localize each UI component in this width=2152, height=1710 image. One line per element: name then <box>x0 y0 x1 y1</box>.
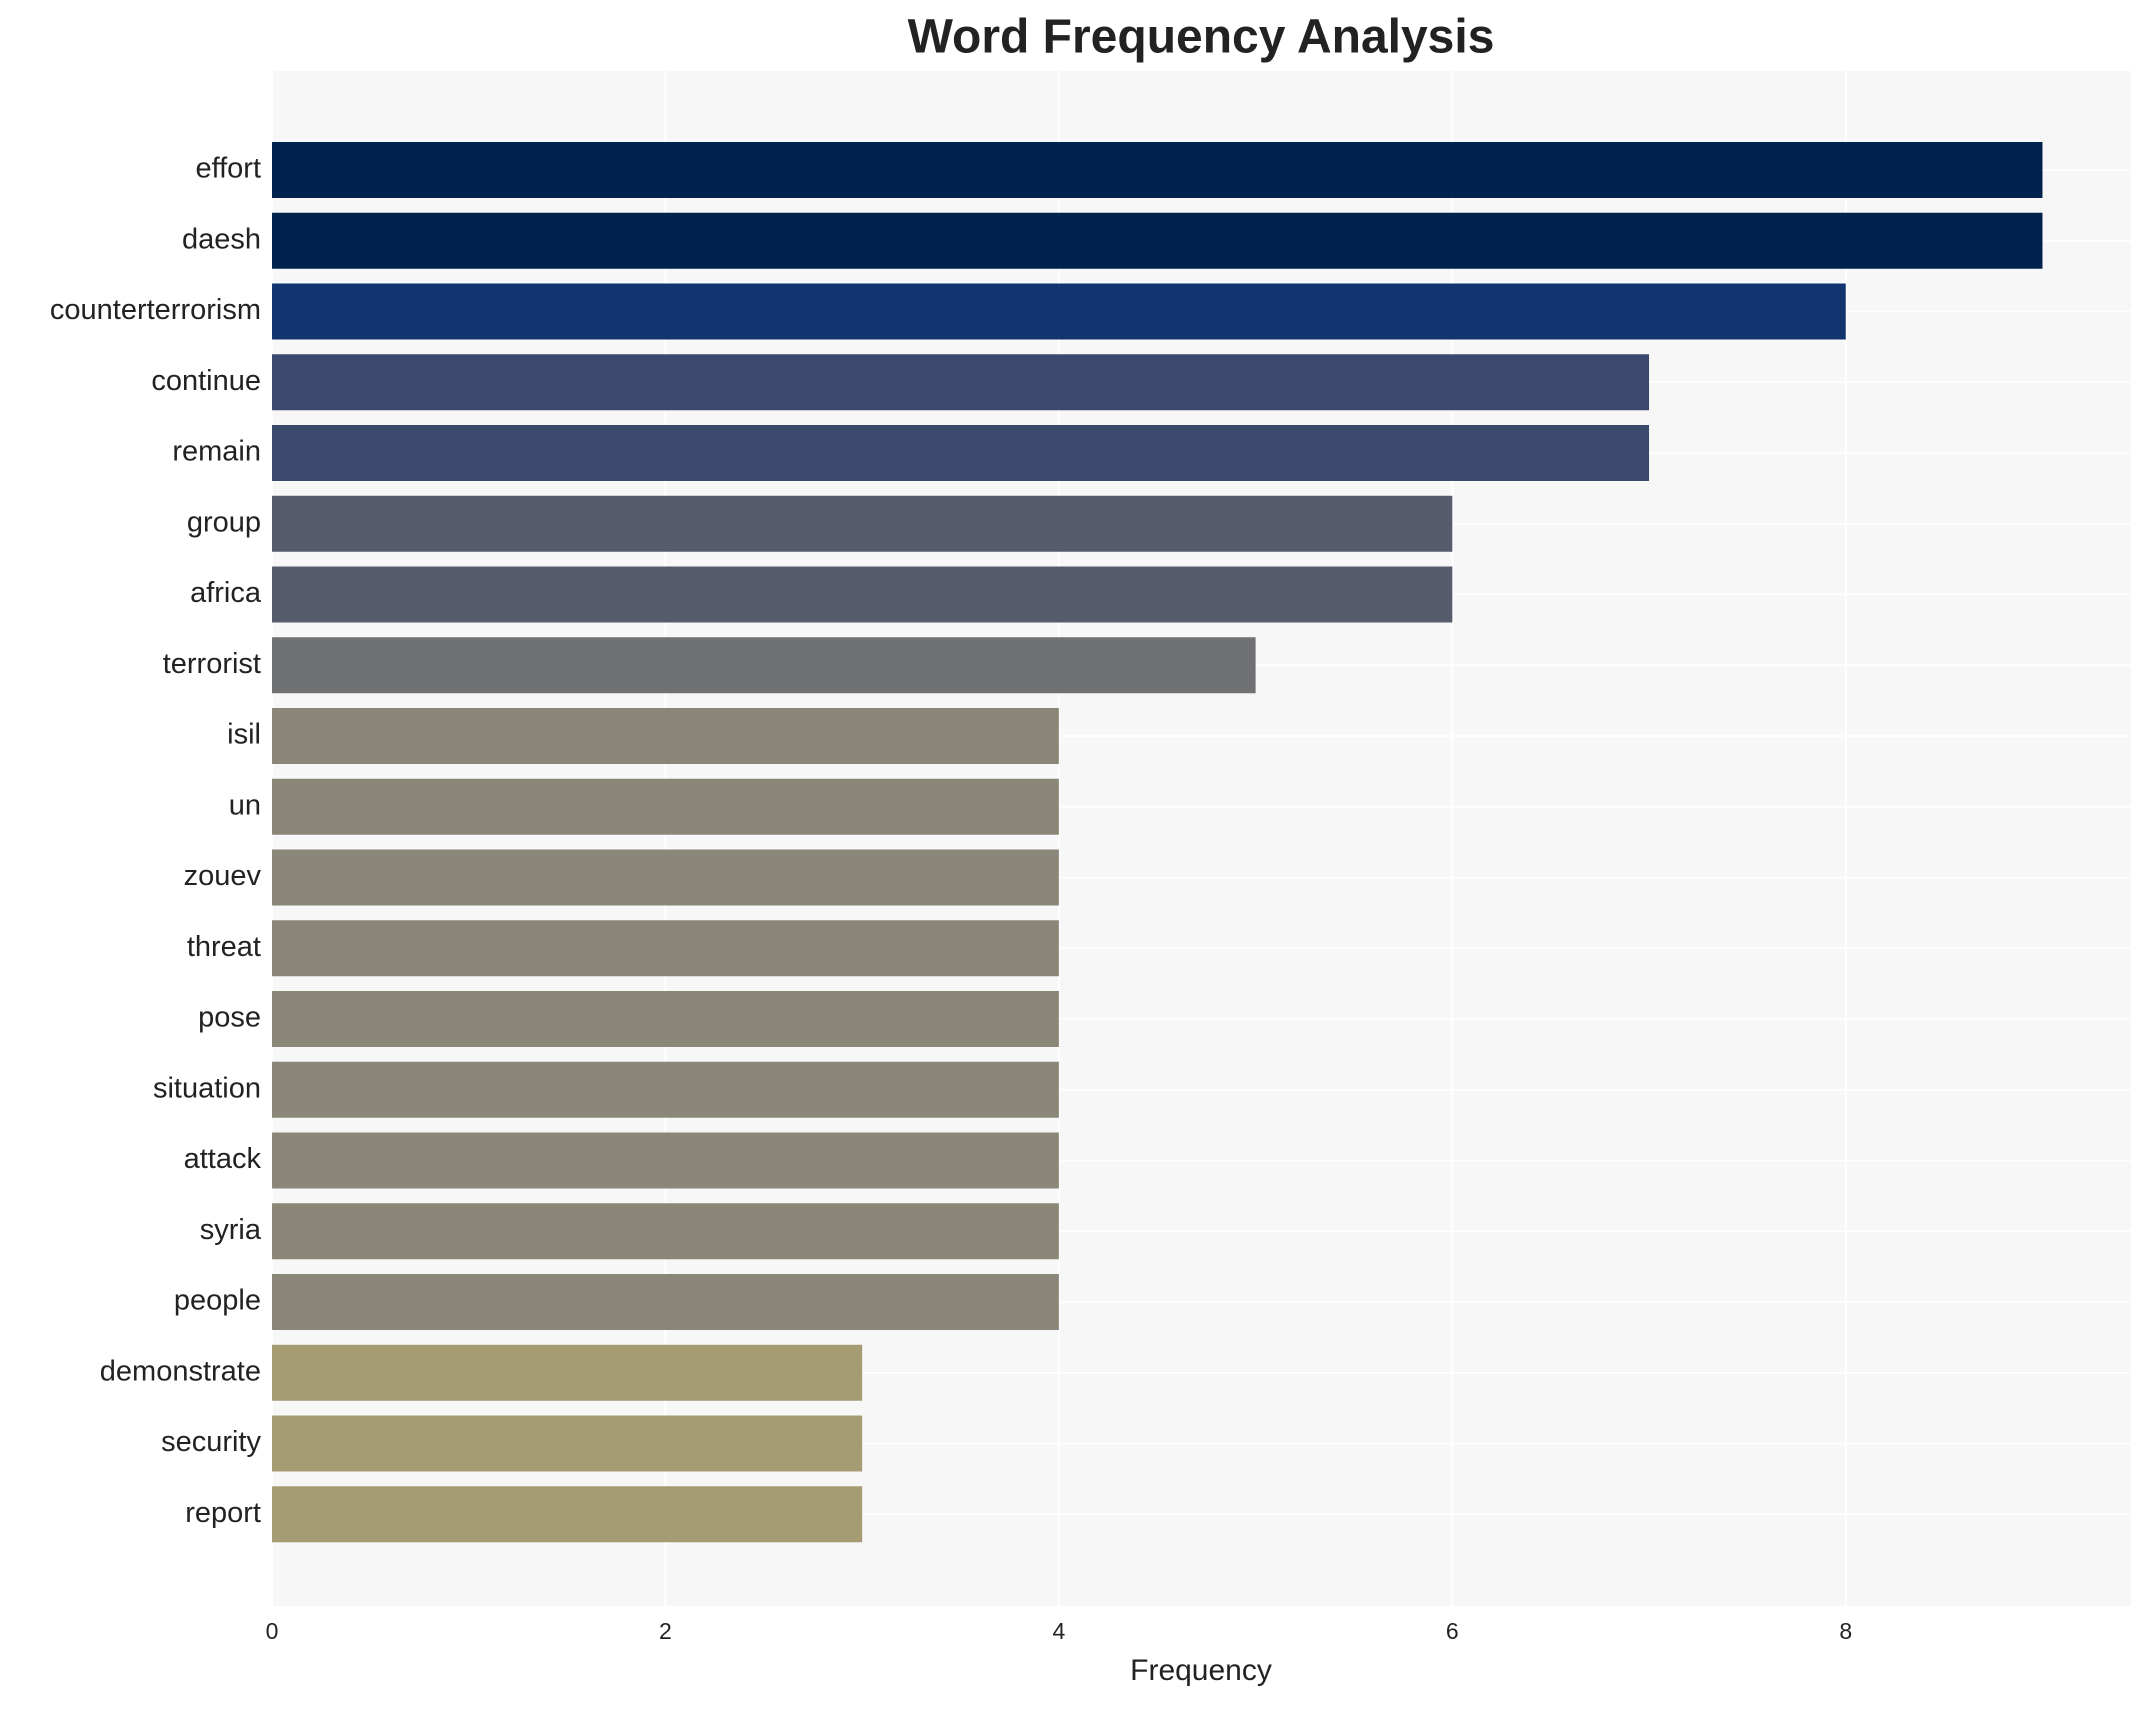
bar <box>272 849 1059 906</box>
y-tick-label: terrorist <box>163 648 261 680</box>
y-tick-label: zouev <box>184 860 262 892</box>
x-tick-label: 0 <box>266 1618 279 1644</box>
y-tick-label: report <box>185 1497 261 1529</box>
bar <box>272 1132 1059 1189</box>
x-tick-label: 4 <box>1052 1618 1065 1644</box>
bar <box>272 778 1059 835</box>
bar <box>272 991 1059 1047</box>
y-tick-label: continue <box>151 365 261 397</box>
x-tick-label: 6 <box>1446 1618 1459 1644</box>
bar <box>272 708 1059 764</box>
bar <box>272 1061 1059 1118</box>
y-tick-label: group <box>187 506 261 538</box>
y-tick-label: threat <box>187 931 261 963</box>
y-tick-label: attack <box>184 1143 262 1175</box>
bar <box>272 142 2043 198</box>
y-tick-label: daesh <box>182 223 261 255</box>
y-tick-label: africa <box>190 577 262 609</box>
y-tick-label: effort <box>195 153 261 185</box>
bar <box>272 637 1256 694</box>
x-tick-label: 8 <box>1839 1618 1852 1644</box>
x-tick-label: 2 <box>659 1618 672 1644</box>
x-axis-label: Frequency <box>1130 1654 1272 1687</box>
bar <box>272 1203 1059 1260</box>
y-tick-label: situation <box>153 1072 261 1104</box>
bar <box>272 566 1453 623</box>
bar <box>272 425 1650 481</box>
bar <box>272 1415 863 1472</box>
bar <box>272 354 1650 411</box>
y-tick-label: un <box>229 789 261 821</box>
y-tick-label: pose <box>198 1002 261 1034</box>
bar <box>272 1486 863 1543</box>
chart-title: Word Frequency Analysis <box>908 11 1495 64</box>
y-tick-label: people <box>174 1285 261 1317</box>
y-tick-label: demonstrate <box>100 1355 261 1387</box>
bar <box>272 1274 1059 1330</box>
y-tick-label: syria <box>200 1214 262 1246</box>
y-tick-label: remain <box>172 436 261 468</box>
y-tick-label: security <box>161 1426 261 1458</box>
y-tick-label: isil <box>227 719 261 751</box>
bar <box>272 920 1059 977</box>
bar <box>272 212 2043 269</box>
bar <box>272 495 1453 552</box>
bar <box>272 283 1846 340</box>
y-tick-label: counterterrorism <box>50 294 261 326</box>
bar <box>272 1344 863 1401</box>
